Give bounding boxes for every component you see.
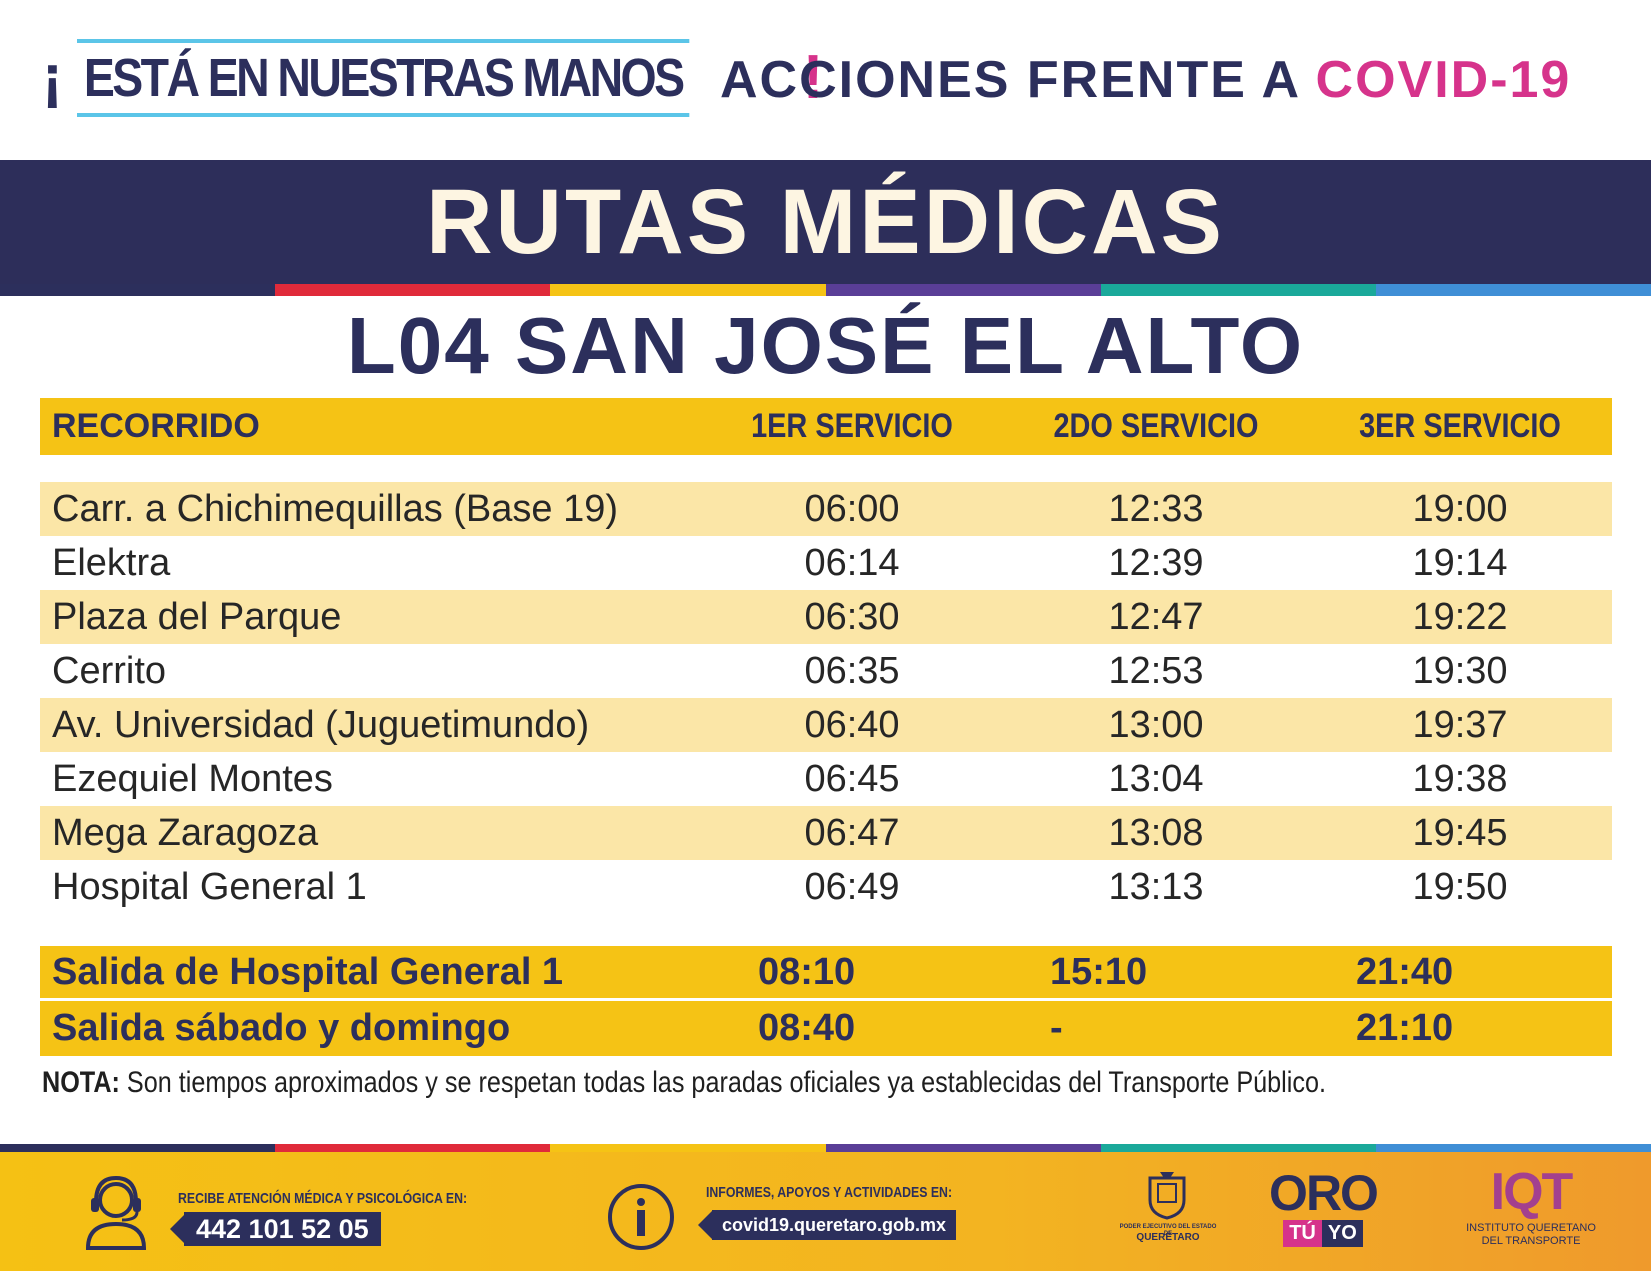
gov-small-text: PODER EJECUTIVO DEL ESTADO DE (1119, 1224, 1217, 1237)
acciones-text: ACCIONES FRENTE A (720, 51, 1300, 109)
stop-name: Elektra (52, 541, 171, 584)
banner-title: RUTAS MÉDICAS (426, 170, 1225, 273)
departure-service-1: 08:40 (758, 1007, 856, 1049)
time-service-1: 06:35 (804, 649, 900, 692)
table-row: Av. Universidad (Juguetimundo) 06:40 13:… (40, 698, 1612, 752)
stop-name: Mega Zaragoza (52, 811, 319, 854)
time-service-1: 06:14 (804, 541, 900, 584)
header-service-3: 3ER SERVICIO (1359, 407, 1561, 445)
yo-text: YO (1321, 1220, 1363, 1247)
table-row: Ezequiel Montes 06:45 13:04 19:38 (40, 752, 1612, 806)
header-recorrido: RECORRIDO (52, 407, 260, 445)
departure-label: Salida sábado y domingo (52, 1007, 511, 1049)
departure-row: Salida sábado y domingo 08:40 - 21:10 (40, 1001, 1612, 1056)
pill-arrow (170, 1215, 184, 1243)
time-service-1: 06:47 (804, 811, 900, 854)
stop-name: Av. Universidad (Juguetimundo) (52, 703, 590, 746)
slogan-text: ESTÁ EN NUESTRAS MANOS (76, 39, 690, 117)
time-service-1: 06:00 (804, 487, 900, 530)
departure-service-2: - (1050, 1007, 1063, 1049)
time-service-2: 12:53 (1108, 649, 1204, 692)
departure-row: Salida de Hospital General 1 08:10 15:10… (40, 946, 1612, 998)
pill-arrow (698, 1211, 712, 1239)
departure-service-3: 21:40 (1356, 950, 1454, 993)
header-service-1: 1ER SERVICIO (751, 407, 953, 445)
table-row: Plaza del Parque 06:30 12:47 19:22 (40, 590, 1612, 644)
phone-text: 442 101 52 05 (196, 1213, 369, 1244)
phone-number[interactable]: 442 101 52 05 (170, 1212, 381, 1246)
table-header: RECORRIDO 1ER SERVICIO 2DO SERVICIO 3ER … (40, 398, 1612, 455)
phone-caption: RECIBE ATENCIÓN MÉDICA Y PSICOLÓGICA EN: (178, 1190, 468, 1207)
time-service-3: 19:38 (1412, 757, 1508, 800)
header-service-2: 2DO SERVICIO (1053, 407, 1259, 445)
time-service-2: 12:47 (1108, 595, 1204, 638)
color-stripe-top (0, 284, 1651, 296)
note: NOTA: Son tiempos aproximados y se respe… (42, 1066, 1326, 1100)
time-service-3: 19:50 (1412, 865, 1508, 908)
time-service-3: 19:00 (1412, 487, 1508, 530)
color-stripe-bottom (0, 1144, 1651, 1152)
row-divider (40, 998, 1612, 1001)
time-service-2: 13:08 (1108, 811, 1204, 854)
time-service-1: 06:40 (804, 703, 900, 746)
time-service-2: 13:13 (1108, 865, 1204, 908)
time-service-2: 13:04 (1108, 757, 1204, 800)
departure-service-1: 08:10 (758, 950, 856, 993)
table-row: Hospital General 1 06:49 13:13 19:50 (40, 860, 1612, 914)
table-row: Carr. a Chichimequillas (Base 19) 06:00 … (40, 482, 1612, 536)
time-service-1: 06:30 (804, 595, 900, 638)
info-icon (606, 1182, 676, 1257)
departure-service-3: 21:10 (1356, 1007, 1454, 1049)
banner: RUTAS MÉDICAS (0, 160, 1651, 284)
time-service-1: 06:45 (804, 757, 900, 800)
slogan-open-mark: ¡ (42, 43, 63, 112)
table-row: Cerrito 06:35 12:53 19:30 (40, 644, 1612, 698)
stop-name: Plaza del Parque (52, 595, 342, 638)
iqt-text: IQT (1490, 1163, 1574, 1221)
departure-label: Salida de Hospital General 1 (52, 950, 564, 993)
time-service-1: 06:49 (804, 865, 900, 908)
time-service-2: 12:33 (1108, 487, 1204, 530)
note-text: Son tiempos aproximados y se respetan to… (119, 1066, 1326, 1099)
oro-tu-yo-logo: ORO TÚ YO (1258, 1168, 1388, 1247)
website-text: covid19.queretaro.gob.mx (722, 1214, 947, 1235)
time-service-3: 19:22 (1412, 595, 1508, 638)
table-row: Mega Zaragoza 06:47 13:08 19:45 (40, 806, 1612, 860)
time-service-3: 19:37 (1412, 703, 1508, 746)
covid-heading: ACCIONES FRENTE A COVID-19 (720, 50, 1571, 110)
departure-service-2: 15:10 (1050, 950, 1148, 993)
queretaro-seal-icon (1146, 1170, 1188, 1225)
iqt-name-1: INSTITUTO QUERETANO (1466, 1222, 1596, 1234)
time-service-3: 19:45 (1412, 811, 1508, 854)
stop-name: Carr. a Chichimequillas (Base 19) (52, 487, 619, 530)
website-link[interactable]: covid19.queretaro.gob.mx (698, 1210, 957, 1240)
iqt-name-2: DEL TRANSPORTE (1481, 1235, 1581, 1247)
table-row: Elektra 06:14 12:39 19:14 (40, 536, 1612, 590)
route-title: L04 SAN JOSÉ EL ALTO (346, 301, 1305, 390)
stop-name: Hospital General 1 (52, 865, 367, 908)
note-label: NOTA: (42, 1066, 120, 1099)
time-service-2: 12:39 (1108, 541, 1204, 584)
time-service-3: 19:30 (1412, 649, 1508, 692)
iqt-logo: IQT INSTITUTO QUERETANO DEL TRANSPORTE (1446, 1166, 1616, 1248)
gov-state-text: QUERÉTARO (1136, 1232, 1200, 1243)
time-service-2: 13:00 (1108, 703, 1204, 746)
footer: RECIBE ATENCIÓN MÉDICA Y PSICOLÓGICA EN:… (0, 1152, 1651, 1271)
time-service-3: 19:14 (1412, 541, 1508, 584)
tu-text: TÚ (1283, 1220, 1322, 1247)
oro-text: ORO (1269, 1165, 1379, 1221)
info-caption: INFORMES, APOYOS Y ACTIVIDADES EN: (706, 1184, 953, 1201)
slogan-close-mark: ! (802, 43, 824, 112)
stop-name: Cerrito (52, 649, 167, 692)
stop-name: Ezequiel Montes (52, 757, 333, 800)
covid-text: COVID-19 (1315, 51, 1572, 109)
headset-agent-icon (82, 1172, 150, 1257)
slogan: ¡ ESTÁ EN NUESTRAS MANOS ! (42, 36, 823, 120)
